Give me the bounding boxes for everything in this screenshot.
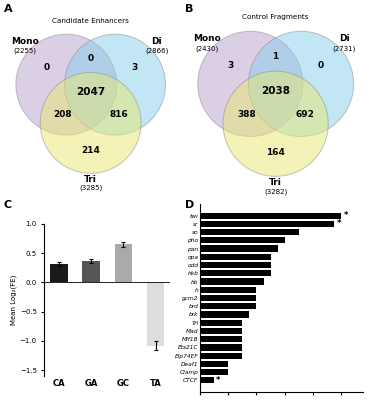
Bar (200, 377, 214, 384)
Text: 3: 3 (227, 61, 233, 70)
Bar (83, 261, 100, 282)
Bar (200, 237, 285, 244)
Bar (200, 320, 242, 326)
Text: 0: 0 (44, 63, 50, 72)
Circle shape (40, 72, 141, 173)
Circle shape (16, 34, 117, 135)
Text: Di: Di (339, 34, 350, 43)
Text: 208: 208 (54, 110, 72, 119)
Bar (200, 270, 270, 276)
Text: Di: Di (151, 37, 162, 46)
Text: 214: 214 (81, 146, 100, 155)
Circle shape (223, 71, 328, 176)
Text: 164: 164 (266, 148, 285, 157)
Bar (200, 352, 242, 359)
Text: *: * (336, 219, 341, 228)
Bar (200, 303, 256, 309)
Y-axis label: Mean Log₂(FE): Mean Log₂(FE) (10, 275, 17, 325)
Text: 2047: 2047 (76, 86, 105, 96)
Text: (2430): (2430) (195, 45, 218, 52)
Bar (200, 229, 299, 235)
Text: Mono: Mono (11, 37, 38, 46)
Bar (115, 244, 132, 282)
Text: Candidate Enhancers: Candidate Enhancers (52, 18, 129, 24)
Text: (2255): (2255) (13, 48, 36, 54)
Text: Mono: Mono (193, 34, 221, 43)
Text: (2866): (2866) (145, 48, 168, 54)
Text: 816: 816 (109, 110, 128, 119)
Bar (200, 336, 242, 342)
Bar (200, 311, 249, 318)
Bar (200, 262, 270, 268)
Text: (2731): (2731) (333, 45, 356, 52)
Text: 692: 692 (295, 110, 314, 119)
Text: 388: 388 (237, 110, 256, 119)
Bar (200, 287, 256, 293)
Text: 2038: 2038 (261, 86, 290, 96)
Bar (200, 221, 334, 227)
Text: C: C (4, 200, 12, 210)
Text: (3282): (3282) (264, 188, 287, 195)
Text: 1: 1 (273, 52, 279, 61)
Text: *: * (343, 211, 348, 220)
Text: D: D (185, 200, 194, 210)
Text: 3: 3 (131, 63, 137, 72)
Text: Control Fragments: Control Fragments (242, 14, 309, 20)
Bar (200, 369, 228, 375)
Text: A: A (4, 4, 12, 14)
Bar (147, 282, 165, 346)
Bar (200, 328, 242, 334)
Bar (200, 278, 263, 285)
Bar (200, 344, 242, 350)
Bar (200, 246, 278, 252)
Bar (200, 212, 342, 219)
Bar (50, 264, 68, 282)
Text: Tri: Tri (269, 178, 282, 187)
Circle shape (65, 34, 165, 135)
Bar (200, 361, 228, 367)
Text: (3285): (3285) (79, 185, 102, 191)
Text: B: B (185, 4, 194, 14)
Bar (200, 254, 270, 260)
Text: 0: 0 (318, 61, 324, 70)
Text: *: * (216, 376, 221, 385)
Circle shape (198, 31, 303, 136)
Circle shape (249, 31, 354, 136)
Bar (200, 295, 256, 301)
Text: Tri: Tri (84, 175, 97, 184)
Text: 0: 0 (88, 54, 94, 63)
